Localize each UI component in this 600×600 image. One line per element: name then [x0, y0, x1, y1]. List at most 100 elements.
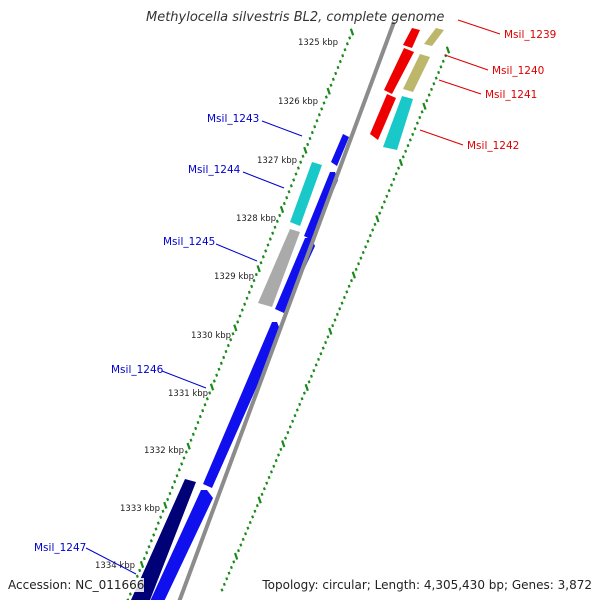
tick-label: 1330 kbp: [191, 331, 231, 341]
inner-tick: [255, 503, 259, 508]
outer-tick: [229, 338, 233, 342]
gene-label: Msil_1241: [485, 89, 537, 101]
outer-tick: [282, 201, 286, 206]
outer-tick: [226, 343, 230, 348]
outer-tick: [271, 231, 275, 235]
outer-tick: [299, 160, 303, 164]
inner-tick: [430, 87, 434, 92]
inner-tick: [333, 318, 337, 322]
gene-label: Msil_1247: [34, 542, 86, 554]
inner-tick: [364, 245, 368, 249]
inner-tick: [286, 430, 290, 435]
inner-tick: [272, 464, 276, 468]
inner-tick: [246, 526, 250, 530]
inner-tick: [307, 380, 311, 384]
inner-tick: [425, 98, 429, 103]
outer-tick: [219, 361, 223, 365]
outer-tick: [180, 462, 184, 466]
outer-tick: [331, 77, 335, 81]
gene-arrow: [150, 490, 213, 600]
genome-backbone: [177, 21, 396, 600]
inner-tick: [422, 102, 427, 110]
outer-tick: [240, 308, 244, 312]
outer-tick: [322, 101, 326, 105]
outer-tick: [313, 125, 317, 129]
map-title: Methylocella silvestris BL2, complete ge…: [146, 10, 445, 25]
outer-tick: [154, 527, 158, 531]
inner-tick: [321, 346, 325, 350]
inner-tick: [398, 158, 404, 167]
inner-tick: [309, 374, 313, 378]
outer-tick: [243, 302, 247, 306]
outer-tick: [145, 551, 149, 555]
inner-tick: [345, 290, 349, 294]
outer-tick: [215, 373, 219, 377]
gene-arrow: [304, 172, 338, 240]
outer-tick: [338, 59, 342, 64]
gene-leader-line: [438, 79, 482, 95]
tick-label: 1333 kbp: [120, 504, 160, 514]
outer-tick: [268, 237, 272, 241]
gene-khaki-block: [403, 54, 430, 92]
gene-label: Msil_1244: [188, 164, 241, 176]
inner-tick: [404, 149, 408, 153]
inner-tick: [328, 327, 333, 335]
outer-tick: [250, 284, 254, 289]
inner-tick: [281, 440, 286, 448]
gene-gray-block: [258, 229, 300, 307]
inner-tick: [373, 222, 377, 227]
inner-tick: [437, 70, 441, 75]
inner-tick: [267, 475, 271, 480]
inner-tick: [225, 577, 229, 581]
inner-tick: [279, 447, 283, 452]
inner-tick: [368, 233, 372, 238]
inner-tick: [347, 284, 351, 288]
inner-tick: [378, 211, 382, 215]
inner-tick: [413, 127, 417, 131]
outer-tick: [341, 54, 345, 58]
outer-tick: [194, 426, 198, 431]
outer-tick: [166, 497, 170, 502]
outer-tick: [256, 265, 261, 273]
outer-tick: [348, 36, 352, 40]
inner-tick: [366, 239, 370, 243]
outer-tick: [266, 243, 270, 247]
gene-leader-line: [444, 54, 489, 71]
outer-tick: [191, 432, 195, 436]
inner-tick: [274, 458, 278, 463]
outer-tick: [273, 225, 277, 229]
outer-tick: [163, 501, 168, 509]
inner-tick: [220, 588, 224, 592]
outer-tick: [261, 255, 265, 259]
outer-tick: [278, 213, 282, 218]
inner-tick: [408, 138, 412, 142]
outer-tick: [224, 349, 228, 354]
inner-tick: [265, 481, 269, 485]
inner-tick: [411, 132, 415, 137]
outer-tick: [139, 560, 145, 569]
inner-tick: [406, 143, 410, 148]
outer-tick: [142, 556, 146, 561]
inner-tick: [300, 397, 304, 401]
inner-tick: [227, 571, 231, 575]
outer-tick: [303, 146, 308, 154]
inner-tick: [392, 177, 396, 182]
outer-tick: [294, 172, 298, 176]
inner-tick: [293, 413, 297, 418]
gene-cyan-block: [383, 96, 413, 150]
outer-tick: [128, 592, 132, 596]
inner-tick: [387, 188, 391, 193]
tick-label: 1326 kbp: [278, 97, 318, 107]
inner-tick: [445, 46, 451, 54]
outer-tick: [275, 219, 279, 223]
outer-tick: [196, 420, 200, 425]
inner-tick: [382, 200, 386, 204]
tick-label: 1327 kbp: [257, 156, 297, 166]
outer-tick: [147, 545, 151, 549]
outer-tick: [184, 450, 188, 454]
inner-tick: [361, 250, 365, 255]
gene-leader-line: [242, 171, 285, 189]
inner-tick: [260, 492, 264, 497]
inner-tick: [418, 115, 422, 120]
